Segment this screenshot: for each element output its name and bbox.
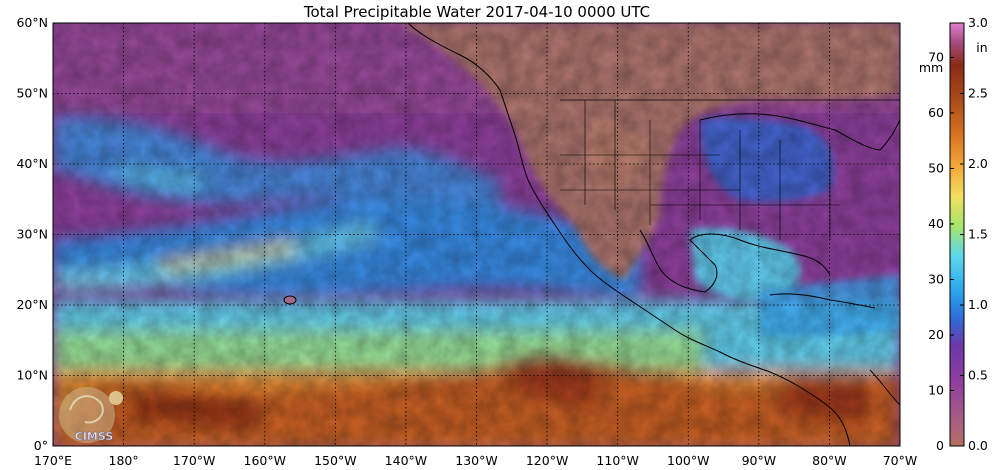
mm-tick-label: 60 bbox=[928, 105, 944, 120]
lon-label: 70°W bbox=[883, 453, 918, 468]
mm-tick-label: 30 bbox=[928, 271, 944, 286]
in-tick-label: 0.5 bbox=[968, 368, 988, 383]
longitude-labels: 170°E 180° 170°W 160°W 150°W 140°W 130°W 120°W 1… bbox=[34, 453, 917, 468]
lon-label: 100°W bbox=[667, 453, 709, 468]
lon-label: 130°W bbox=[455, 453, 497, 468]
lon-label: 110°W bbox=[596, 453, 638, 468]
logo-globe bbox=[59, 387, 115, 443]
lat-label: 60°N bbox=[16, 15, 48, 30]
colorbar-mm-unit: mm bbox=[919, 60, 943, 75]
lon-label: 90°W bbox=[742, 453, 777, 468]
logo-sun bbox=[109, 391, 123, 405]
in-tick-label: 1.5 bbox=[968, 227, 988, 242]
coastlines bbox=[283, 23, 900, 446]
mm-tick-label: 10 bbox=[928, 382, 944, 397]
logo-swirl bbox=[69, 395, 104, 424]
mm-tick-label: 50 bbox=[928, 160, 944, 175]
graticule bbox=[53, 23, 900, 446]
cimss-logo: CIMSS bbox=[59, 387, 123, 443]
map-title: Total Precipitable Water 2017-04-10 0000… bbox=[303, 3, 650, 21]
lat-label: 40°N bbox=[16, 156, 48, 171]
mm-tick-label: 0 bbox=[936, 438, 944, 453]
in-tick-label: 1.0 bbox=[968, 297, 988, 312]
colorbar: 0 10 20 30 40 50 60 70 0.0 0.5 1.0 1.5 2.0 2.5 3.0 mm… bbox=[919, 15, 988, 453]
in-tick-label: 2.0 bbox=[968, 156, 988, 171]
in-tick-label: 0.0 bbox=[968, 438, 988, 453]
in-tick-label: 2.5 bbox=[968, 86, 988, 101]
map-frame bbox=[52, 22, 901, 447]
lon-label: 170°W bbox=[173, 453, 215, 468]
mm-tick-label: 20 bbox=[928, 327, 944, 342]
lat-label: 10°N bbox=[16, 368, 48, 383]
colorbar-in-unit: in bbox=[976, 40, 987, 55]
colorbar-mm-ticks: 0 10 20 30 40 50 60 70 bbox=[928, 49, 954, 453]
lon-label: 80°W bbox=[812, 453, 847, 468]
lat-label: 30°N bbox=[16, 227, 48, 242]
lat-label: 0° bbox=[34, 438, 48, 453]
latitude-labels: 0° 10°N 20°N 30°N 40°N 50°N 60°N bbox=[16, 15, 48, 453]
lon-label: 170°E bbox=[34, 453, 72, 468]
lon-label: 150°W bbox=[314, 453, 356, 468]
colorbar-in-ticks: 0.0 0.5 1.0 1.5 2.0 2.5 3.0 bbox=[960, 15, 988, 453]
lat-label: 20°N bbox=[16, 297, 48, 312]
field-texture bbox=[53, 23, 900, 446]
lon-label: 160°W bbox=[244, 453, 286, 468]
lon-label: 140°W bbox=[385, 453, 427, 468]
in-tick-label: 3.0 bbox=[968, 15, 988, 30]
mm-tick-label: 70 bbox=[928, 49, 944, 64]
lon-label: 120°W bbox=[526, 453, 568, 468]
lat-label: 50°N bbox=[16, 86, 48, 101]
logo-text: CIMSS bbox=[75, 430, 114, 443]
lon-label: 180° bbox=[109, 453, 139, 468]
mm-tick-label: 40 bbox=[928, 216, 944, 231]
